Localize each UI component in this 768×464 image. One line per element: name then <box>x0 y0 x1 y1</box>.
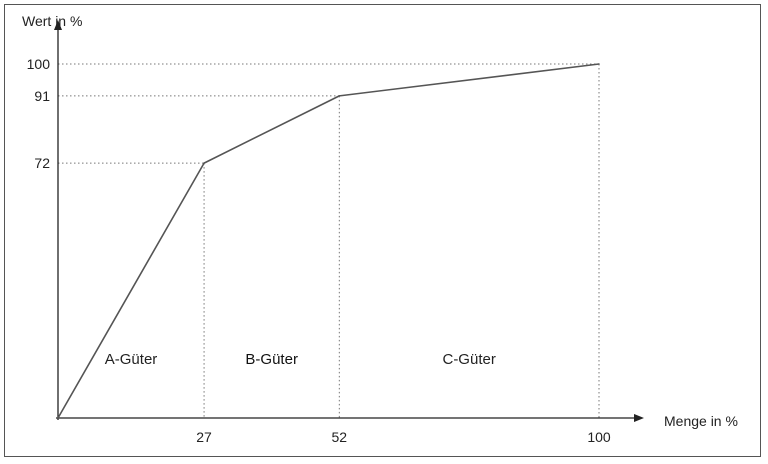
curve-point <box>338 95 341 97</box>
y-axis-title: Wert in % <box>22 13 82 29</box>
x-axis-arrow <box>634 414 644 422</box>
curve-point <box>203 162 205 164</box>
x-tick-label: 100 <box>587 429 611 445</box>
region-label-c: C-Güter <box>442 351 495 368</box>
axes <box>54 20 644 422</box>
x-tick-label: 52 <box>332 429 348 445</box>
series-group <box>57 63 600 419</box>
y-tick-label: 72 <box>34 155 50 171</box>
x-tick-label: 27 <box>196 429 212 445</box>
region-label-a: A-Güter <box>105 351 158 368</box>
labels-group: Wert in % Menge in % <box>22 13 738 429</box>
region-labels: A-Güter B-Güter C-Güter <box>105 351 496 368</box>
figure-frame <box>4 4 761 457</box>
y-tick-label: 100 <box>27 56 51 72</box>
y-tick-label: 91 <box>34 88 50 104</box>
abc-curve-line <box>57 63 600 419</box>
curve-point <box>57 417 59 419</box>
curve-point <box>598 63 600 65</box>
x-axis-title: Menge in % <box>664 413 738 429</box>
tick-labels: 100 91 72 27 52 100 <box>27 56 611 445</box>
y-axis-arrow <box>54 20 62 30</box>
region-label-b: B-Güter <box>245 351 298 368</box>
guide-lines <box>58 63 600 418</box>
